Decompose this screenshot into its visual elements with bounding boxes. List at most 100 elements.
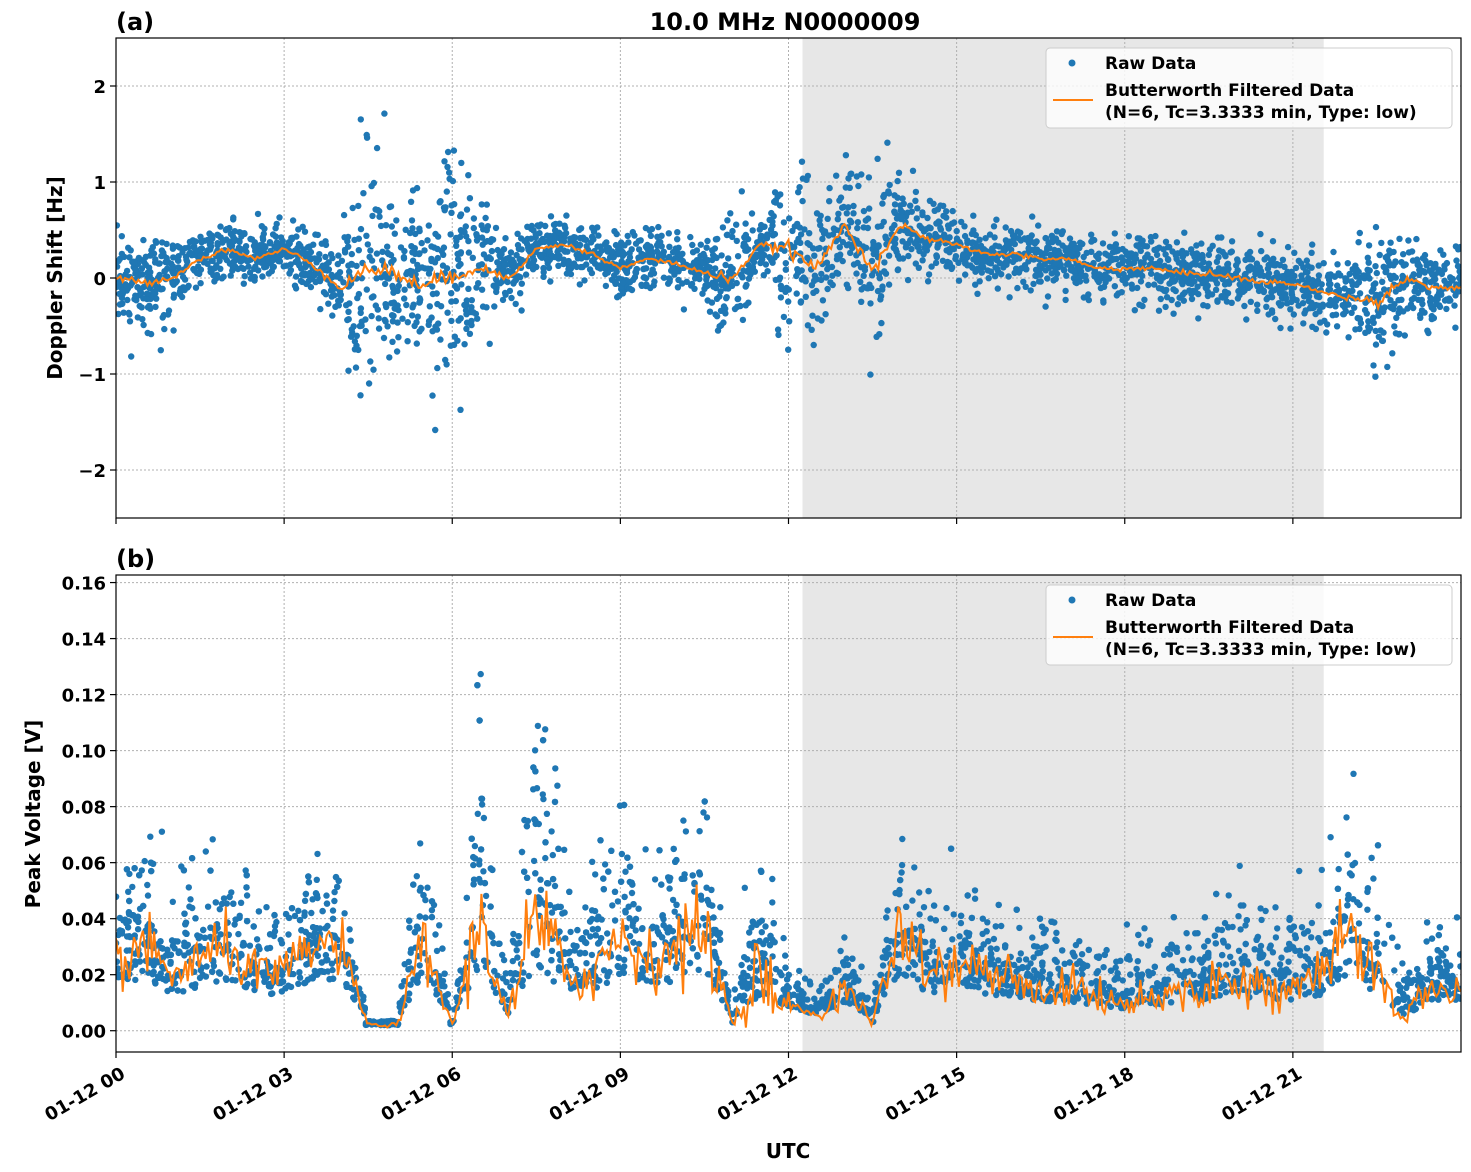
raw-data-point: [373, 275, 380, 282]
raw-data-point: [829, 281, 836, 289]
raw-data-point: [197, 252, 204, 259]
raw-data-point: [1262, 907, 1269, 915]
raw-data-point: [390, 289, 397, 296]
raw-data-point: [261, 225, 268, 232]
raw-data-point: [1168, 296, 1175, 304]
raw-data-point: [297, 277, 305, 285]
raw-data-point: [1451, 302, 1458, 309]
raw-data-point: [1044, 275, 1051, 282]
raw-data-point: [492, 276, 500, 283]
raw-data-point: [1170, 310, 1177, 317]
raw-data-point: [711, 245, 719, 252]
plot-area: [116, 670, 1461, 1029]
raw-data-point: [206, 230, 213, 237]
raw-data-point: [846, 184, 853, 191]
raw-data-point: [1398, 296, 1405, 303]
raw-data-point: [926, 224, 933, 231]
raw-data-point: [734, 303, 741, 310]
raw-data-point: [1045, 264, 1053, 271]
raw-data-point: [513, 947, 520, 954]
raw-data-point: [853, 173, 860, 180]
raw-data-point: [1011, 252, 1018, 260]
raw-data-point: [899, 238, 906, 245]
raw-data-point: [510, 280, 517, 287]
raw-data-point: [615, 275, 623, 282]
raw-data-point: [547, 278, 554, 285]
raw-data-point: [269, 231, 277, 238]
raw-data-point: [878, 319, 885, 327]
raw-data-point: [457, 406, 464, 413]
raw-data-point: [473, 284, 480, 291]
raw-data-point: [1357, 320, 1365, 327]
raw-data-point: [409, 257, 417, 264]
raw-data-point: [554, 248, 561, 256]
raw-data-point: [814, 315, 821, 322]
raw-data-point: [985, 275, 992, 282]
raw-data-point: [149, 244, 156, 251]
raw-data-point: [370, 293, 377, 300]
raw-data-point: [470, 861, 477, 869]
raw-data-point: [1366, 325, 1374, 332]
raw-data-point: [965, 250, 973, 258]
raw-data-point: [294, 244, 301, 252]
raw-data-point: [1083, 277, 1090, 284]
raw-data-point: [550, 221, 558, 228]
raw-data-point: [1317, 319, 1324, 326]
raw-data-point: [774, 326, 782, 333]
raw-data-point: [152, 256, 159, 263]
raw-data-point: [144, 274, 151, 281]
raw-data-point: [582, 904, 589, 911]
raw-data-point: [1355, 268, 1362, 276]
raw-data-point: [767, 226, 775, 233]
raw-data-point: [161, 325, 168, 333]
raw-data-point: [409, 187, 417, 194]
raw-data-point: [209, 257, 216, 265]
raw-data-point: [718, 252, 725, 259]
raw-data-point: [741, 240, 748, 247]
raw-data-point: [806, 230, 813, 237]
raw-data-point: [157, 347, 164, 354]
raw-data-point: [1443, 259, 1451, 267]
raw-data-point: [1405, 237, 1412, 244]
raw-data-point: [241, 273, 248, 280]
raw-data-point: [132, 976, 139, 984]
raw-data-point: [382, 318, 389, 325]
raw-data-point: [639, 252, 647, 260]
raw-data-point: [1312, 310, 1319, 318]
raw-data-point: [1236, 281, 1243, 288]
raw-data-point: [1160, 246, 1167, 253]
raw-data-point: [432, 230, 439, 238]
raw-data-point: [504, 278, 511, 286]
raw-data-point: [483, 201, 490, 208]
raw-data-point: [885, 281, 893, 288]
raw-data-point: [1385, 921, 1393, 929]
raw-data-point: [1153, 251, 1161, 259]
raw-data-point: [444, 148, 452, 156]
raw-data-point: [1373, 269, 1381, 277]
raw-data-point: [168, 260, 175, 267]
raw-data-point: [1372, 327, 1379, 335]
raw-data-point: [1355, 239, 1362, 246]
raw-data-point: [771, 230, 779, 238]
raw-data-point: [350, 323, 357, 330]
raw-data-point: [993, 991, 1000, 999]
raw-data-point: [1205, 260, 1213, 267]
raw-data-point: [401, 286, 408, 293]
raw-data-point: [143, 290, 151, 297]
raw-data-point: [474, 810, 481, 817]
raw-data-point: [748, 267, 755, 275]
raw-data-point: [295, 980, 302, 987]
raw-data-point: [1035, 222, 1042, 229]
raw-data-point: [140, 321, 147, 329]
raw-data-point: [932, 230, 939, 238]
raw-data-point: [635, 905, 642, 912]
raw-data-point: [845, 284, 852, 292]
raw-data-point: [1002, 259, 1010, 266]
raw-data-point: [1279, 256, 1287, 263]
raw-data-point: [899, 835, 906, 843]
raw-data-point: [729, 265, 736, 272]
raw-data-point: [1325, 286, 1332, 294]
raw-data-point: [373, 250, 381, 257]
raw-data-point: [822, 311, 829, 318]
raw-data-point: [1148, 270, 1155, 277]
